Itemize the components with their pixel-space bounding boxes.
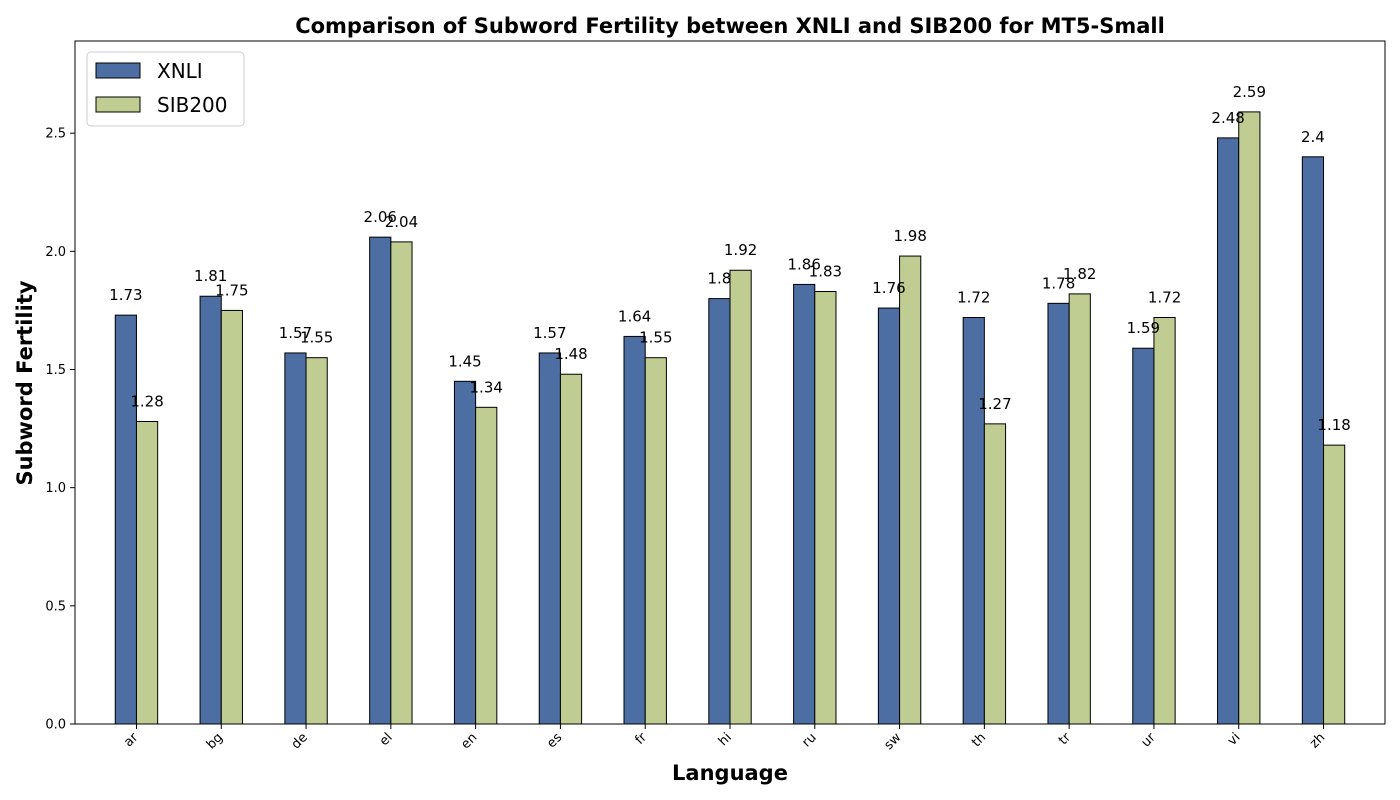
x-tick-label-th: th (969, 730, 989, 750)
data-label-sib200-en: 1.34 (470, 378, 503, 396)
data-label-sib200-vi: 2.59 (1233, 83, 1266, 101)
bar-xnli-fr (623, 335, 646, 725)
legend-label-sib200: SIB200 (157, 93, 228, 117)
data-label-xnli-de: 1.57 (279, 324, 312, 342)
data-label-sib200-el: 2.04 (385, 213, 418, 231)
x-tick-label-ur: ur (1139, 730, 1160, 751)
bar-sib200-es (559, 373, 583, 725)
bar-xnli-el (369, 236, 392, 725)
bar-xnli-ru (793, 283, 816, 725)
bar-xnli-zh (1301, 156, 1325, 725)
x-tick-label-fr: fr (632, 730, 650, 748)
y-axis-ticks: 0.0 0.5 1.0 1.5 2.0 2.5 (45, 127, 75, 733)
bar-sib200-ar (135, 420, 159, 725)
bar-xnli-es (538, 352, 561, 725)
bar-sib200-ru (814, 291, 837, 725)
bar-sib200-de (305, 357, 328, 725)
bar-sib200-en (475, 406, 498, 725)
y-tick-label-2.5: 2.5 (45, 127, 66, 142)
data-label-xnli-hi: 1.8 (707, 270, 731, 288)
data-label-sib200-ar: 1.28 (130, 392, 163, 410)
data-label-xnli-zh: 2.4 (1301, 128, 1325, 146)
bar-sib200-tr (1068, 293, 1091, 725)
data-label-xnli-en: 1.45 (448, 352, 481, 370)
x-tick-label-el: el (377, 730, 396, 749)
y-tick-label-0.5: 0.5 (45, 599, 66, 614)
plot-area-frame (74, 40, 1386, 725)
bar-xnli-ur (1132, 347, 1155, 725)
bar-sib200-bg (220, 309, 243, 725)
data-label-sib200-tr: 1.82 (1063, 265, 1096, 283)
data-label-sib200-ru: 1.83 (809, 263, 842, 281)
legend: XNLI SIB200 (86, 51, 245, 127)
x-tick-label-ar: ar (121, 730, 141, 750)
data-label-xnli-ar: 1.73 (109, 286, 142, 304)
bar-sib200-fr (644, 357, 667, 725)
x-tick-label-en: en (458, 730, 480, 752)
x-axis-ticks: ar bg de el en es fr hi ru sw th tr ur vi zh (121, 724, 1328, 753)
legend-swatch-sib200 (95, 96, 141, 113)
bar-sib200-zh (1323, 444, 1346, 725)
bar-xnli-en (453, 380, 477, 725)
y-tick-label-1.5: 1.5 (45, 363, 66, 378)
data-label-sib200-th: 1.27 (978, 395, 1011, 413)
bar-xnli-tr (1047, 302, 1070, 725)
bar-xnli-vi (1217, 137, 1240, 725)
x-tick-label-zh: zh (1307, 730, 1328, 751)
x-tick-label-vi: vi (1225, 730, 1244, 749)
data-label-xnli-ru: 1.86 (787, 255, 820, 273)
data-label-xnli-fr: 1.64 (618, 307, 651, 325)
bar-xnli-bg (199, 295, 222, 725)
bars-group (114, 111, 1346, 725)
data-label-xnli-bg: 1.81 (194, 267, 227, 285)
bar-sib200-sw (899, 255, 922, 725)
data-label-sib200-zh: 1.18 (1317, 416, 1350, 434)
chart-title: Comparison of Subword Fertility between … (295, 14, 1165, 38)
x-tick-label-bg: bg (204, 730, 226, 752)
bar-sib200-ur (1153, 317, 1176, 725)
x-tick-label-tr: tr (1056, 730, 1074, 748)
data-label-sib200-ur: 1.72 (1148, 289, 1181, 307)
bar-sib200-el (390, 241, 413, 725)
bar-xnli-de (284, 352, 307, 725)
x-axis-label: Language (672, 761, 788, 785)
data-label-xnli-th: 1.72 (957, 289, 990, 307)
bar-sib200-th (983, 423, 1007, 725)
data-label-xnli-el: 2.06 (364, 208, 397, 226)
bar-sib200-hi (729, 269, 752, 725)
y-tick-label-2.0: 2.0 (45, 245, 66, 260)
legend-swatch-xnli (95, 62, 141, 79)
data-label-sib200-sw: 1.98 (893, 227, 926, 245)
data-label-sib200-fr: 1.55 (639, 329, 672, 347)
bar-xnli-ar (114, 314, 137, 725)
x-tick-label-ru: ru (799, 730, 819, 750)
data-label-xnli-sw: 1.76 (872, 279, 905, 297)
y-tick-label-1.0: 1.0 (45, 481, 66, 496)
bar-xnli-hi (708, 298, 731, 725)
data-label-sib200-de: 1.55 (300, 329, 333, 347)
data-label-sib200-es: 1.48 (554, 345, 587, 363)
x-tick-label-sw: sw (881, 730, 904, 753)
data-label-xnli-tr: 1.78 (1042, 274, 1075, 292)
data-label-xnli-es: 1.57 (533, 324, 566, 342)
x-tick-label-es: es (544, 730, 565, 751)
data-label-xnli-vi: 2.48 (1211, 109, 1244, 127)
bar-xnli-sw (877, 307, 901, 725)
data-label-sib200-hi: 1.92 (724, 241, 757, 259)
y-tick-label-0.0: 0.0 (45, 718, 66, 733)
data-label-sib200-bg: 1.75 (215, 281, 248, 299)
x-tick-label-de: de (289, 730, 311, 752)
data-labels-group: 1.73 1.81 1.57 2.06 1.45 1.57 1.64 1.8 1.86 1.76 1… (109, 83, 1351, 434)
bar-sib200-vi (1238, 111, 1261, 725)
legend-label-xnli: XNLI (157, 59, 203, 83)
data-label-xnli-ur: 1.59 (1127, 319, 1160, 337)
y-axis-label: Subword Fertility (13, 280, 37, 485)
bar-xnli-th (962, 317, 985, 725)
x-tick-label-hi: hi (716, 730, 735, 749)
